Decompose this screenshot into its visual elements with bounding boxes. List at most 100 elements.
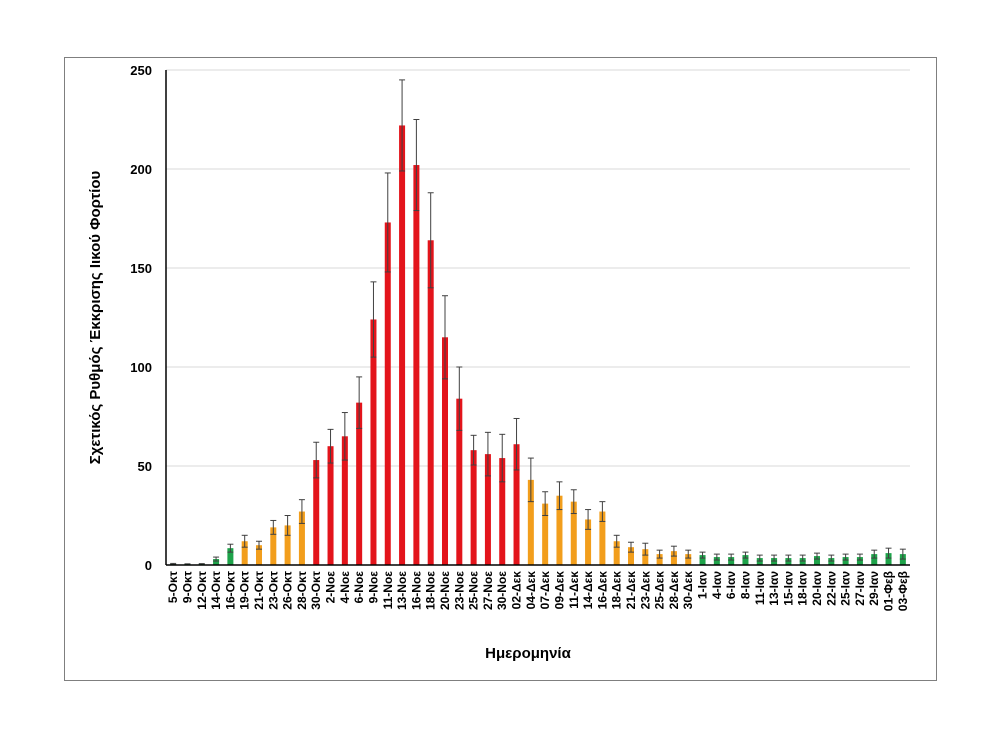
y-tick-label: 200: [130, 162, 152, 177]
bar-2-Νοε: [327, 446, 334, 565]
x-tick-label: 22-Ιαν: [824, 571, 838, 606]
x-tick-label: 01-Φεβ: [882, 571, 896, 611]
bar-28-Οκτ: [298, 511, 305, 565]
bar-01-Φεβ: [885, 553, 892, 565]
bar-29-Ιαν: [871, 554, 878, 565]
x-tick-label: 25-Νοε: [467, 571, 481, 610]
x-tick-label: 6-Νοε: [352, 571, 366, 604]
x-tick-label: 21-Δεκ: [624, 571, 638, 610]
bar-1-Ιαν: [699, 555, 706, 565]
bar-20-Ιαν: [813, 556, 821, 565]
y-axis-title: Σχετικός Ρυθμός Έκκρισης Ιικού Φορτίου: [87, 170, 104, 464]
bar-30-Νοε: [499, 458, 506, 565]
x-tick-label: 11-Νοε: [381, 571, 395, 610]
bar-23-Δεκ: [642, 549, 649, 565]
y-tick-label: 250: [130, 63, 152, 78]
bar-23-Οκτ: [270, 527, 277, 565]
bar-6-Ιαν: [728, 557, 735, 565]
x-tick-label: 4-Ιαν: [710, 571, 724, 599]
x-tick-label: 04-Δεκ: [524, 571, 538, 610]
bar-21-Δεκ: [627, 547, 635, 565]
x-tick-label: 13-Ιαν: [767, 571, 781, 606]
x-tick-label: 23-Δεκ: [638, 571, 652, 610]
y-tick-label: 150: [130, 261, 152, 276]
bar-4-Ιαν: [713, 557, 720, 565]
bar-16-Νοε: [413, 165, 420, 565]
x-tick-label: 18-Ιαν: [796, 571, 810, 606]
bar-20-Νοε: [441, 337, 449, 565]
x-tick-label: 11-Ιαν: [753, 571, 767, 605]
x-tick-label: 30-Οκτ: [309, 570, 323, 609]
x-axis-title: Ημερομηνία: [485, 645, 571, 662]
bar-26-Οκτ: [284, 525, 291, 565]
bars: [170, 125, 906, 565]
x-tick-label: 2-Νοε: [324, 571, 338, 604]
x-tick-label: 1-Ιαν: [696, 571, 710, 599]
bar-27-Ιαν: [856, 557, 863, 565]
bar-9-Νοε: [370, 319, 377, 565]
x-tick-label: 21-Οκτ: [252, 570, 266, 609]
x-tick-label: 28-Δεκ: [667, 571, 681, 610]
x-tick-label: 14-Οκτ: [209, 570, 223, 609]
x-tick-label: 16-Οκτ: [223, 570, 237, 609]
x-tick-label: 19-Οκτ: [238, 570, 252, 609]
bar-09-Δεκ: [556, 495, 563, 565]
x-tick-label: 12-Οκτ: [195, 570, 209, 609]
x-tick-label: 8-Ιαν: [738, 571, 752, 599]
x-tick-label: 27-Νοε: [481, 571, 495, 610]
x-tick-label: 16-Δεκ: [595, 571, 609, 610]
x-tick-label: 27-Ιαν: [853, 571, 867, 606]
x-tick-label: 14-Δεκ: [581, 571, 595, 610]
bar-18-Δεκ: [613, 541, 620, 565]
bar-13-Νοε: [399, 125, 406, 565]
x-tick-label: 4-Νοε: [338, 571, 352, 604]
x-tick-label: 11-Δεκ: [567, 571, 581, 609]
x-tick-label: 20-Ιαν: [810, 571, 824, 606]
bar-30-Οκτ: [313, 460, 320, 565]
bar-14-Δεκ: [585, 519, 592, 565]
x-tick-label: 26-Οκτ: [281, 570, 295, 609]
bar-8-Ιαν: [742, 555, 749, 565]
x-tick-label: 28-Οκτ: [295, 570, 309, 609]
error-bars: [170, 79, 906, 566]
axes: [165, 70, 910, 566]
x-tick-label: 30-Νοε: [495, 571, 509, 610]
x-tick-label: 15-Ιαν: [781, 571, 795, 606]
bar-25-Ιαν: [842, 557, 849, 565]
x-tick-label: 18-Νοε: [424, 571, 438, 610]
bar-30-Δεκ: [685, 554, 692, 565]
bar-25-Νοε: [470, 450, 477, 565]
x-tick-label: 18-Δεκ: [610, 571, 624, 610]
y-tick-label: 0: [145, 558, 152, 573]
x-tick-label: 29-Ιαν: [867, 571, 881, 606]
bar-27-Νοε: [484, 454, 491, 565]
y-tick-labels: 0 50 100 150 200 250: [130, 63, 152, 573]
bar-28-Δεκ: [670, 551, 677, 565]
y-tick-label: 50: [138, 459, 152, 474]
bar-11-Νοε: [384, 222, 391, 565]
chart-frame: 0 50 100 150 200 250 5-Οκτ 9-Οκτ 12-Οκτ 14-Οκτ 16…: [64, 57, 937, 681]
x-tick-label: 16-Νοε: [409, 571, 423, 610]
x-tick-label: 6-Ιαν: [724, 571, 738, 599]
x-tick-label: 13-Νοε: [395, 571, 409, 610]
x-tick-label: 23-Νοε: [452, 571, 466, 610]
bar-07-Δεκ: [542, 503, 549, 565]
bar-16-Οκτ: [227, 548, 234, 565]
x-tick-label: 25-Δεκ: [653, 571, 667, 610]
bar-16-Δεκ: [599, 511, 606, 565]
x-tick-label: 20-Νοε: [438, 571, 452, 610]
bar-14-Οκτ: [213, 559, 220, 565]
x-tick-label: 03-Φεβ: [896, 571, 910, 611]
x-tick-label: 23-Οκτ: [266, 570, 280, 609]
bar-23-Νοε: [456, 398, 463, 565]
bar-11-Δεκ: [570, 501, 577, 565]
x-tick-label: 07-Δεκ: [538, 571, 552, 610]
bar-25-Δεκ: [656, 554, 663, 565]
bar-19-Οκτ: [241, 541, 248, 565]
x-tick-labels: 5-Οκτ 9-Οκτ 12-Οκτ 14-Οκτ 16-Οκτ 19-Οκτ 21-Οκτ…: [166, 570, 910, 611]
bar-04-Δεκ: [527, 479, 534, 565]
x-tick-label: 25-Ιαν: [839, 571, 853, 606]
x-tick-label: 30-Δεκ: [681, 571, 695, 610]
x-tick-label: 09-Δεκ: [552, 571, 566, 610]
